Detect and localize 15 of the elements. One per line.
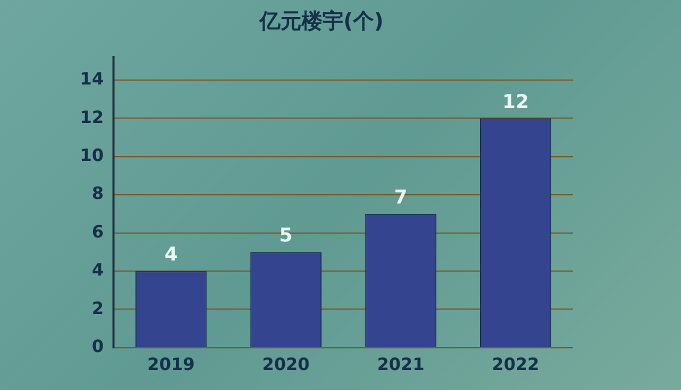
y-tick-label: 12 xyxy=(80,108,104,128)
chart-title: 亿元楼宇(个) xyxy=(258,9,384,34)
data-label: 12 xyxy=(502,90,529,113)
y-tick-label: 14 xyxy=(80,70,104,90)
x-tick-label: 2020 xyxy=(262,355,310,376)
x-tick-label: 2022 xyxy=(492,355,540,376)
x-tick-label: 2019 xyxy=(147,355,195,376)
y-tick-label: 8 xyxy=(92,184,104,204)
x-tick-label: 2021 xyxy=(377,355,424,376)
y-tick-label: 2 xyxy=(92,298,104,319)
y-tick-label: 6 xyxy=(92,222,104,242)
y-tick-label: 4 xyxy=(92,260,104,281)
y-tick-label: 10 xyxy=(80,146,104,166)
y-tick-label: 0 xyxy=(92,337,104,358)
data-label: 4 xyxy=(164,244,178,266)
